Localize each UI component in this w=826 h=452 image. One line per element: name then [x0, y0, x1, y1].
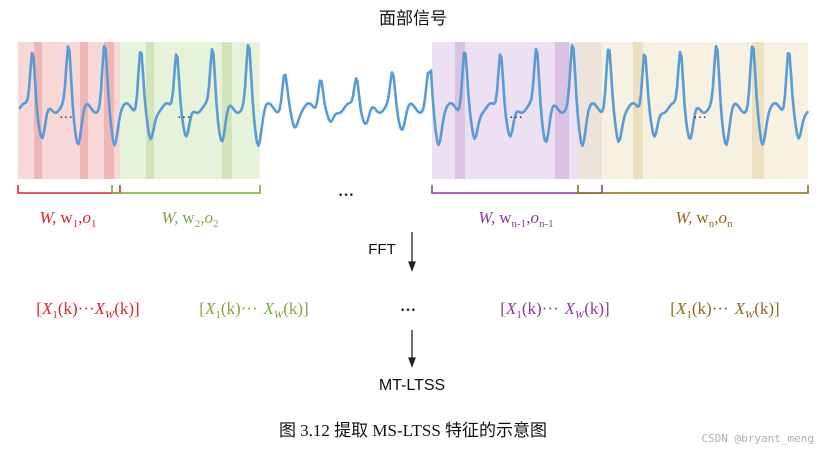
fft-arrow-head: [408, 261, 416, 272]
window-label-2: W, w2,o2: [162, 208, 219, 230]
fft-output-1: [X1(k)···XW(k)]: [36, 299, 139, 321]
window-n-1-ellipsis: ···: [509, 111, 523, 126]
signal-title: 面部信号: [379, 9, 447, 29]
figure-caption: 图 3.12 提取 MS-LTSS 特征的示意图: [279, 421, 547, 440]
fft-output-n-1: [X1(k)··· XW(k)]: [500, 299, 609, 321]
fft-outputs: [X1(k)···XW(k)] [X1(k)··· XW(k)] ··· [X1(…: [36, 299, 779, 321]
watermark: CSDN @bryant_meng: [701, 432, 814, 445]
stripe: [555, 42, 569, 179]
window-regions: [18, 42, 808, 179]
bracket-window-n-1: [431, 185, 603, 194]
window-label-1: W, w1,o1: [40, 208, 97, 230]
window-label-n-1: W, wn-1,on-1: [478, 208, 553, 230]
output-arrow: [408, 330, 416, 368]
window-labels: W, w1,o1 W, w2,o2 W, wn-1,on-1 W, wn,on: [40, 208, 733, 230]
window-n-ellipsis: ···: [693, 111, 707, 126]
bracket-window-2: [111, 185, 261, 194]
window-2-ellipsis: ···: [177, 111, 191, 126]
output-label: MT-LTSS: [379, 377, 445, 394]
middle-ellipsis: ···: [338, 187, 354, 204]
fft-output-n: [X1(k)··· XW(k)]: [670, 299, 779, 321]
stripe: [633, 42, 643, 179]
bracket-window-n: [577, 185, 809, 194]
fft-output-2: [X1(k)··· XW(k)]: [199, 299, 308, 321]
output-arrow-head: [408, 357, 416, 368]
fft-output-ellipsis: ···: [400, 302, 416, 319]
window-brackets: [17, 185, 809, 194]
fft-arrow: [408, 232, 416, 272]
facial-signal-waveform: [18, 44, 809, 147]
bracket-window-1: [17, 185, 121, 194]
window-label-n: W, wn,on: [676, 208, 733, 230]
stripe: [455, 42, 465, 179]
window-1-ellipsis: ···: [59, 111, 73, 126]
stripe: [146, 42, 154, 179]
fft-label: FFT: [368, 241, 396, 258]
